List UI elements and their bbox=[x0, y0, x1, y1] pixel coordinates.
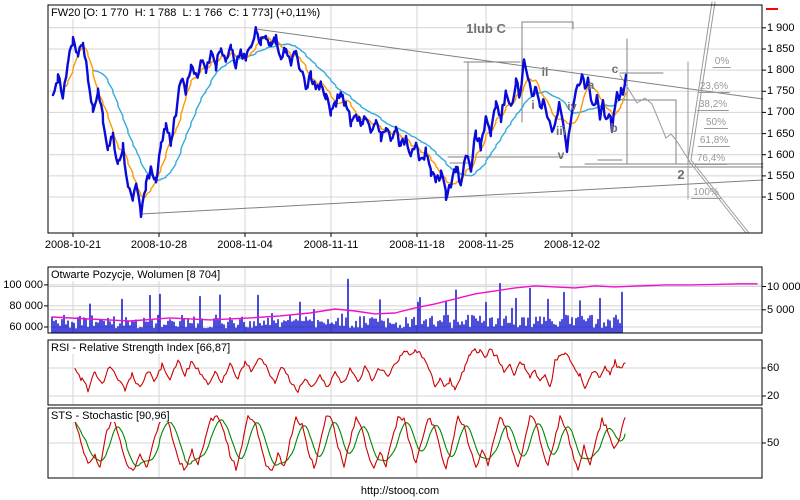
date-axis-label: 2008-11-18 bbox=[389, 239, 445, 251]
price-axis-label: 1 750 bbox=[767, 85, 795, 98]
volume-panel-border bbox=[47, 266, 763, 334]
elliott-wave-label: v bbox=[557, 148, 565, 162]
rsi-axis-label: 20 bbox=[767, 389, 780, 402]
volume-bars bbox=[51, 278, 623, 334]
fibonacci-level-label: 61,8% bbox=[697, 135, 731, 147]
elliott-wave-label: iv bbox=[567, 101, 577, 113]
price-axis-label: 1 700 bbox=[767, 106, 795, 119]
fibonacci-level-label: 76,4% bbox=[694, 153, 728, 165]
price-axis-label: 1 650 bbox=[767, 127, 795, 140]
ma-slow-line bbox=[92, 43, 627, 181]
vol-axis-label: 5 000 bbox=[767, 303, 795, 316]
date-axis-label: 2008-11-04 bbox=[217, 239, 273, 251]
footer-url: http://stooq.com bbox=[360, 485, 440, 497]
date-axis-label: 2008-10-28 bbox=[130, 239, 188, 251]
sts-panel-title: STS - Stochastic [90,96] bbox=[51, 410, 173, 422]
vol-axis-label: 10 000 bbox=[767, 280, 800, 293]
open-interest-line bbox=[51, 283, 758, 322]
price-axis-label: 1 500 bbox=[767, 191, 795, 204]
rsi-line bbox=[74, 348, 626, 393]
volume-panel-title: Otwarte Pozycje, Wolumen [8 704] bbox=[51, 269, 224, 281]
oi-axis-label: 60 000 bbox=[9, 321, 43, 333]
rsi-panel-border bbox=[47, 339, 763, 406]
elliott-wave-label: iii bbox=[555, 124, 567, 138]
sts-axis-label: 50 bbox=[767, 437, 780, 449]
price-marker bbox=[766, 8, 778, 10]
main-chart-title: FW20 [O: 1 770 H: 1 788 L: 1 766 C: 1 77… bbox=[51, 7, 324, 19]
date-axis-label: 2008-11-25 bbox=[458, 239, 514, 251]
price-axis-label: 1 600 bbox=[767, 148, 795, 161]
elliott-wave-label: 1lub C bbox=[466, 21, 506, 36]
oi-axis-label: 80 000 bbox=[9, 299, 43, 312]
price-line bbox=[51, 26, 628, 219]
date-axis-label: 2008-10-21 bbox=[44, 239, 102, 251]
fibonacci-level-label: 100% bbox=[691, 187, 721, 199]
elliott-wave-label: i bbox=[531, 98, 535, 112]
elliott-wave-label: c bbox=[611, 62, 619, 76]
price-axis-label: 1 850 bbox=[767, 42, 795, 55]
elliott-wave-label: a bbox=[587, 78, 595, 92]
rsi-panel-title: RSI - Relative Strength Index [66,87] bbox=[51, 342, 234, 354]
sts-d-line bbox=[74, 419, 626, 467]
price-axis-label: 1 800 bbox=[767, 64, 795, 77]
fibonacci-level-label: 23,6% bbox=[697, 81, 731, 93]
fibonacci-level-label: 0% bbox=[712, 56, 732, 68]
elliott-wave-label: b bbox=[610, 121, 618, 135]
price-axis-label: 1 550 bbox=[767, 169, 795, 182]
lower-trendline bbox=[140, 179, 764, 215]
oi-axis-label: 100 000 bbox=[3, 278, 43, 291]
price-axis-label: 1 900 bbox=[767, 21, 795, 34]
fibonacci-level-label: 50% bbox=[703, 117, 729, 129]
main-panel-border bbox=[47, 4, 763, 234]
date-axis-label: 2008-11-11 bbox=[303, 239, 359, 251]
projection-zigzag bbox=[619, 74, 691, 163]
elliott-wave-label: 2 bbox=[677, 167, 685, 182]
elliott-wave-label: ii bbox=[541, 65, 549, 79]
fibonacci-level-label: 38,2% bbox=[696, 99, 730, 111]
rsi-axis-label: 60 bbox=[767, 361, 780, 374]
check-line-b bbox=[690, 1, 750, 234]
sts-k-line bbox=[74, 415, 626, 471]
date-axis-label: 2008-12-02 bbox=[543, 239, 601, 251]
upper-trendline bbox=[255, 28, 764, 100]
